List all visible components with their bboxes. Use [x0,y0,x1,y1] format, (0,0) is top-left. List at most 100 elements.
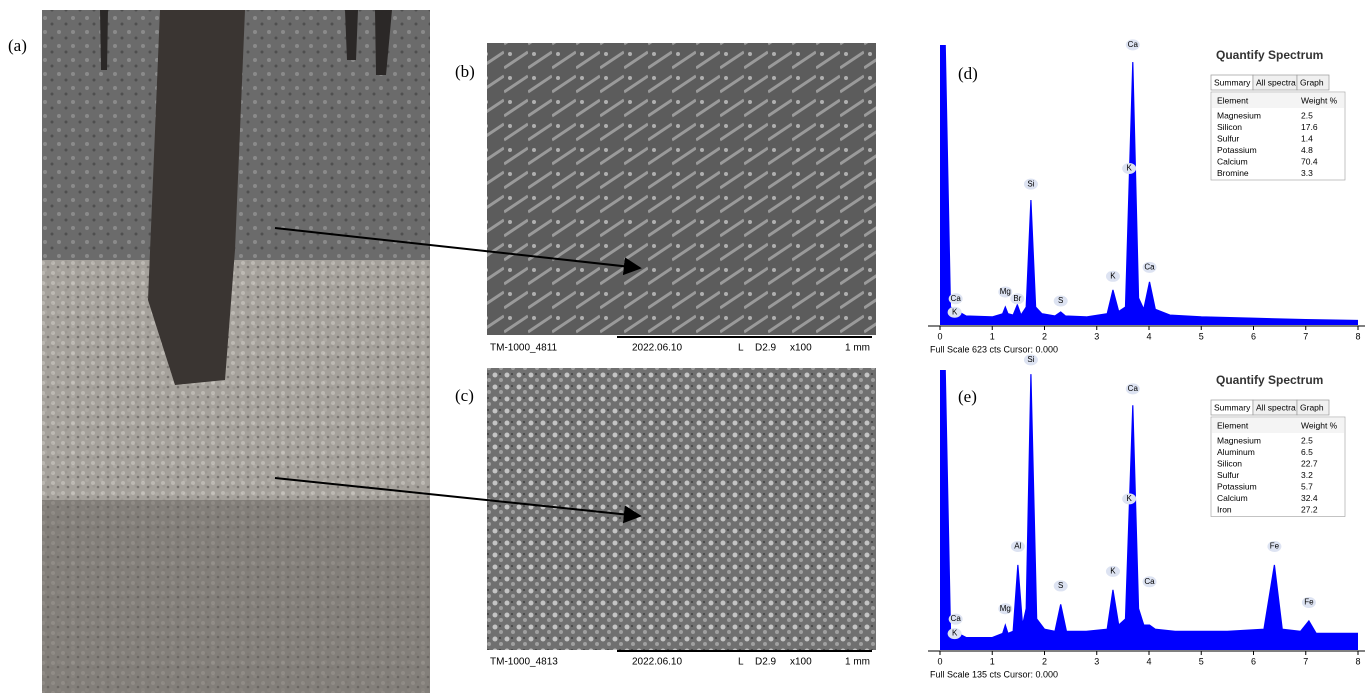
table-cell: Sulfur [1217,470,1239,480]
x-tick-label: 5 [1199,331,1204,341]
table-cell: Potassium [1217,145,1257,155]
table-cell: Potassium [1217,481,1257,491]
quantify-title: Quantify Spectrum [1216,48,1323,62]
sem-caption: D2.9 [755,657,777,668]
peak-label: Al [1014,542,1021,551]
sem-caption: 2022.06.10 [632,343,682,354]
spectrum-footer: Full Scale 623 cts Cursor: 0.000 [930,344,1058,354]
x-tick-label: 2 [1042,656,1047,666]
panel-label: (a) [8,36,27,55]
peak-label: Si [1027,179,1034,188]
sem-image [487,368,876,650]
table-header: Weight % [1301,420,1338,430]
x-tick-label: 2 [1042,331,1047,341]
peak-label: Mg [1000,287,1011,296]
x-tick-label: 0 [937,331,942,341]
tab-label: Graph [1300,77,1324,87]
table-header: Weight % [1301,95,1338,105]
peak-label: K [1126,164,1132,173]
tab-label: Summary [1214,402,1251,412]
tab-label: Summary [1214,77,1251,87]
photo [42,10,430,693]
table-cell: 22.7 [1301,458,1318,468]
sem-caption: x100 [790,343,812,354]
x-tick-label: 8 [1355,656,1360,666]
table-cell: 17.6 [1301,122,1318,132]
peak-label: Ca [1144,577,1155,586]
peak-label: Ca [951,294,962,303]
table-cell: 2.5 [1301,110,1313,120]
peak-label: Fe [1304,598,1314,607]
table-cell: Magnesium [1217,110,1261,120]
peak-label: Ca [951,614,962,623]
table-cell: 27.2 [1301,504,1318,514]
table-cell: Sulfur [1217,133,1239,143]
panel-label: (c) [455,386,474,405]
figure: (a) (b) (c) (d) (e) TM-1000_4811 2022.06.… [0,0,1365,693]
table-cell: Aluminum [1217,447,1255,457]
peak-label: K [952,307,958,316]
sem-image [487,43,876,335]
table-cell: Magnesium [1217,435,1261,445]
x-tick-label: 6 [1251,656,1256,666]
table-header: Element [1217,420,1249,430]
peak-label: Si [1027,355,1034,364]
x-tick-label: 7 [1303,656,1308,666]
table-header: Element [1217,95,1249,105]
sem-caption: 2022.06.10 [632,657,682,668]
peak-label: S [1058,296,1063,305]
sem-caption: x100 [790,657,812,668]
table-cell: Calcium [1217,493,1248,503]
table-cell: Silicon [1217,458,1242,468]
table-cell: 5.7 [1301,481,1313,491]
table-cell: Iron [1217,504,1232,514]
tab-label: All spectra [1256,77,1296,87]
peak-label: Fe [1270,542,1280,551]
x-tick-label: 1 [990,331,995,341]
peak-label: K [952,629,958,638]
x-tick-label: 7 [1303,331,1308,341]
peak-label: Ca [1128,384,1139,393]
peak-label: K [1126,494,1132,503]
x-tick-label: 5 [1199,656,1204,666]
tab-label: All spectra [1256,402,1296,412]
panel-label: (d) [958,64,978,83]
tab-label: Graph [1300,402,1324,412]
table-cell: 4.8 [1301,145,1313,155]
x-tick-label: 3 [1094,656,1099,666]
panel-label: (b) [455,62,475,81]
sem-caption: TM-1000_4813 [490,657,558,668]
x-tick-label: 1 [990,656,995,666]
sem-caption: L [738,343,744,354]
peak-label: K [1110,271,1116,280]
peak-label: S [1058,581,1063,590]
sem-caption: D2.9 [755,343,777,354]
sem-caption: 1 mm [845,343,870,354]
x-tick-label: 4 [1146,331,1151,341]
peak-label: K [1110,567,1116,576]
sem-caption: L [738,657,744,668]
x-tick-label: 4 [1146,656,1151,666]
sem-caption: TM-1000_4811 [490,343,558,354]
x-tick-label: 0 [937,656,942,666]
table-cell: 6.5 [1301,447,1313,457]
peak-label: Ca [1128,40,1139,49]
quantify-title: Quantify Spectrum [1216,373,1323,387]
table-cell: Silicon [1217,122,1242,132]
table-cell: 2.5 [1301,435,1313,445]
table-cell: 1.4 [1301,133,1313,143]
table-cell: Calcium [1217,156,1248,166]
panel-label: (e) [958,387,977,406]
table-cell: 32.4 [1301,493,1318,503]
peak-label: Ca [1144,262,1155,271]
table-cell: 3.3 [1301,168,1313,178]
peak-label: Br [1013,294,1021,303]
sem-caption: 1 mm [845,657,870,668]
table-cell: 70.4 [1301,156,1318,166]
x-tick-label: 8 [1355,331,1360,341]
x-tick-label: 6 [1251,331,1256,341]
spectrum-footer: Full Scale 135 cts Cursor: 0.000 [930,669,1058,679]
table-cell: Bromine [1217,168,1249,178]
peak-label: Mg [1000,604,1011,613]
table-cell: 3.2 [1301,470,1313,480]
